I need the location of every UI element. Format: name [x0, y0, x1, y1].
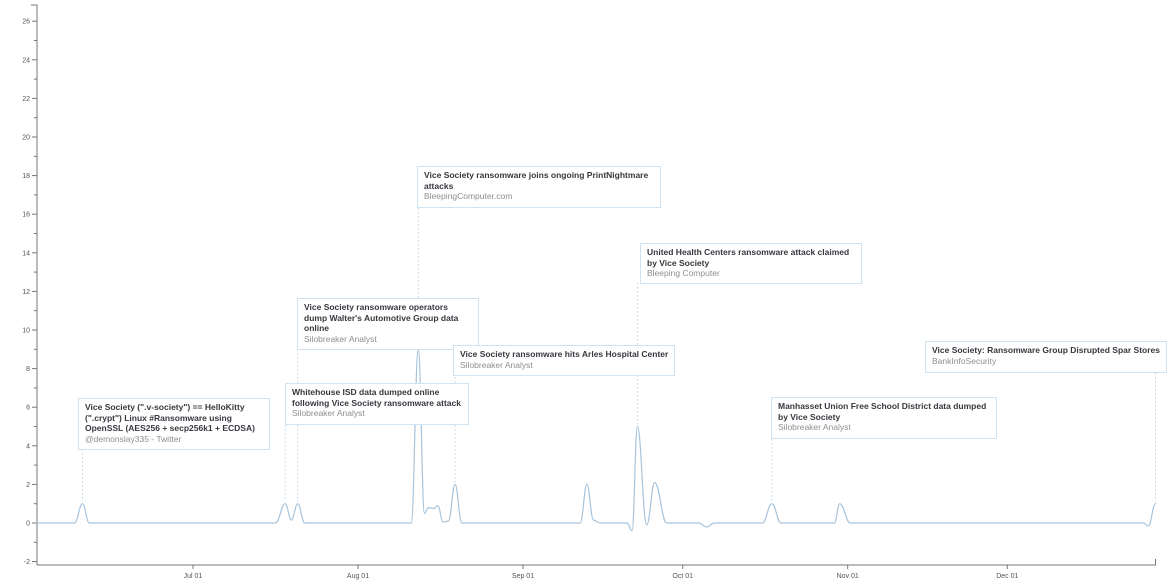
annotation-card-arles-hospital[interactable]: Vice Society ransomware hits Arles Hospi… [453, 345, 676, 376]
annotation-title: Vice Society ransomware joins ongoing Pr… [424, 170, 649, 191]
svg-text:Oct 01: Oct 01 [672, 573, 693, 580]
svg-text:0: 0 [26, 521, 30, 528]
svg-text:8: 8 [26, 366, 30, 373]
annotation-card-whitehouse-isd[interactable]: Whitehouse ISD data dumped online follow… [285, 383, 469, 425]
svg-text:20: 20 [22, 135, 30, 142]
annotation-source: BleepingComputer.com [424, 191, 513, 202]
svg-text:-2: -2 [24, 559, 30, 566]
annotation-source: Silobreaker Analyst [460, 359, 533, 370]
annotation-title: Vice Society: Ransomware Group Disrupted… [932, 345, 1160, 355]
svg-text:26: 26 [22, 19, 30, 26]
annotation-card-walters-automotive[interactable]: Vice Society ransomware operators dump W… [297, 298, 479, 350]
svg-text:6: 6 [26, 405, 30, 412]
annotation-source: Silobreaker Analyst [292, 408, 365, 419]
annotation-source: Bleeping Computer [647, 268, 720, 279]
svg-text:16: 16 [22, 212, 30, 219]
svg-text:4: 4 [26, 443, 30, 450]
svg-text:22: 22 [22, 96, 30, 103]
annotation-card-manhasset-school-district[interactable]: Manhasset Union Free School District dat… [771, 397, 997, 439]
annotation-card-spar-stores[interactable]: Vice Society: Ransomware Group Disrupted… [925, 341, 1167, 373]
svg-text:Aug 01: Aug 01 [347, 573, 369, 580]
annotation-source: @demonslay335 - Twitter [85, 433, 182, 444]
annotation-card-printnightmare[interactable]: Vice Society ransomware joins ongoing Pr… [417, 166, 661, 208]
svg-text:18: 18 [22, 173, 30, 180]
annotation-title: Manhasset Union Free School District dat… [778, 401, 987, 422]
svg-text:Nov 01: Nov 01 [837, 573, 859, 580]
annotation-title: Vice Society (".v-society") == HelloKitt… [85, 402, 255, 434]
svg-text:12: 12 [22, 289, 30, 296]
svg-text:14: 14 [22, 250, 30, 257]
annotation-title: Whitehouse ISD data dumped online follow… [292, 387, 461, 408]
svg-text:Sep 01: Sep 01 [512, 573, 534, 580]
annotation-card-united-health-centers[interactable]: United Health Centers ransomware attack … [640, 243, 862, 285]
annotation-source: Silobreaker Analyst [778, 422, 851, 433]
timeline-series-line [36, 348, 1157, 532]
annotation-title: Vice Society ransomware hits Arles Hospi… [460, 349, 669, 359]
annotation-card-hellokitty-tweet[interactable]: Vice Society (".v-society") == HelloKitt… [78, 398, 270, 450]
annotation-source: BankInfoSecurity [932, 355, 997, 366]
svg-text:24: 24 [22, 57, 30, 64]
svg-text:Jul 01: Jul 01 [184, 573, 203, 580]
x-axis: Jul 01 Aug 01 Sep 01 Oct 01 Nov 01 Dec 01 [37, 559, 1156, 580]
svg-text:10: 10 [22, 328, 30, 335]
annotation-title: Vice Society ransomware operators dump W… [304, 302, 459, 334]
svg-text:2: 2 [26, 482, 30, 489]
svg-text:Dec 01: Dec 01 [996, 573, 1018, 580]
annotation-title: United Health Centers ransomware attack … [647, 247, 850, 268]
annotation-source: Silobreaker Analyst [304, 333, 377, 344]
